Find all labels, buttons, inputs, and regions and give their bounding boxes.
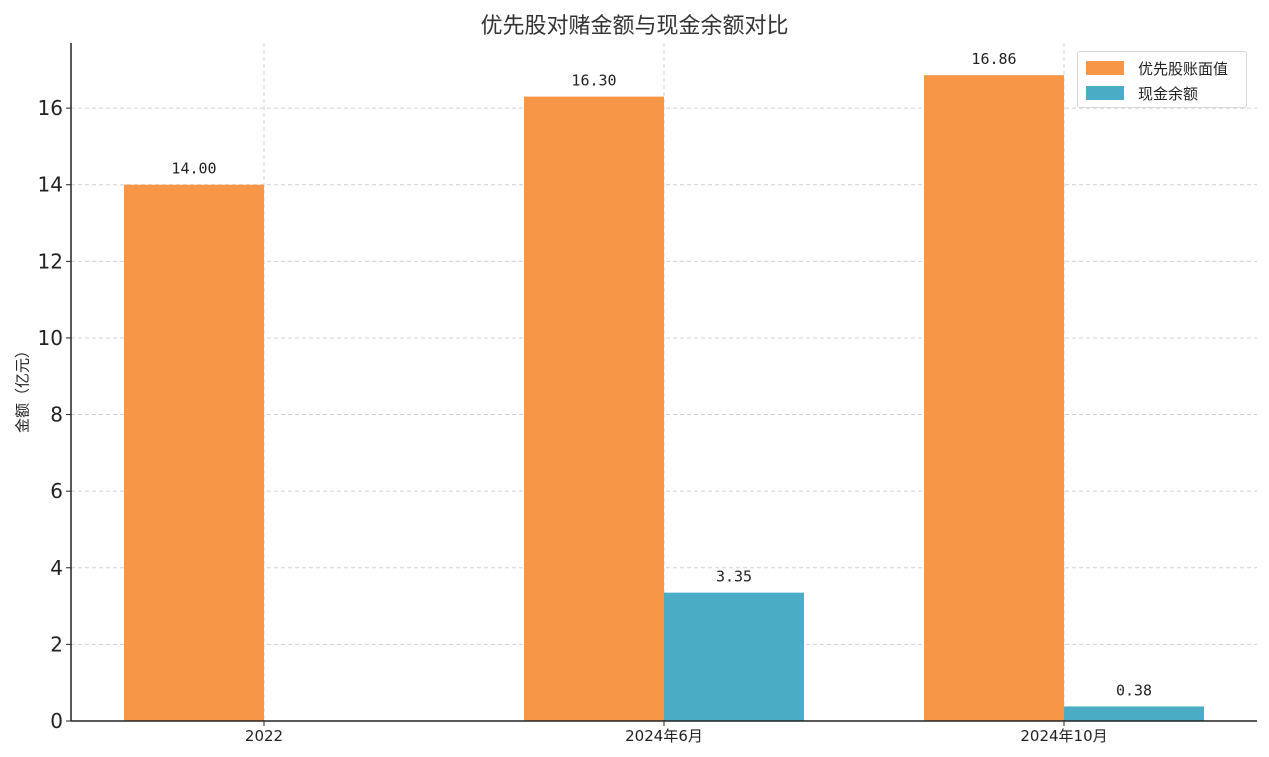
legend-item-book-value: 优先股账面值 (1086, 57, 1228, 79)
bar-s1-c1 (664, 592, 804, 721)
y-tick-label-12: 12 (38, 249, 63, 273)
bar-s0-c2 (924, 75, 1064, 721)
y-tick-label-14: 14 (38, 173, 63, 197)
y-tick-label-10: 10 (38, 326, 63, 350)
y-tick-label-8: 8 (50, 403, 63, 427)
bar-s0-c1 (524, 96, 664, 721)
bar-s0-c0 (124, 184, 264, 721)
legend-label-cash: 现金余额 (1138, 84, 1199, 103)
y-tick-label-2: 2 (50, 632, 63, 656)
x-tick-label-1: 2024年6月 (625, 727, 703, 745)
legend-item-cash: 现金余额 (1086, 82, 1198, 104)
bar-s1-c2 (1064, 706, 1204, 721)
data-label-s1-c1: 3.35 (716, 568, 752, 586)
data-label-s0-c0: 14.00 (171, 160, 216, 178)
chart-title: 优先股对赌金额与现金余额对比 (480, 14, 789, 39)
y-tick-label-6: 6 (50, 479, 63, 503)
legend-label-book-value: 优先股账面值 (1138, 59, 1229, 78)
y-tick-label-4: 4 (50, 556, 63, 580)
data-label-s0-c2: 16.86 (971, 50, 1016, 68)
x-tick-label-2: 2024年10月 (1020, 727, 1107, 745)
legend-swatch-book-value (1086, 61, 1124, 75)
y-tick-label-16: 16 (38, 96, 63, 120)
chart-legend: 优先股账面值 现金余额 (1077, 51, 1247, 108)
legend-swatch-cash (1086, 86, 1124, 100)
data-label-s1-c2: 0.38 (1116, 681, 1152, 699)
y-tick-label-0: 0 (50, 709, 63, 733)
data-label-s0-c1: 16.30 (571, 72, 616, 90)
x-tick-label-0: 2022 (245, 727, 283, 745)
